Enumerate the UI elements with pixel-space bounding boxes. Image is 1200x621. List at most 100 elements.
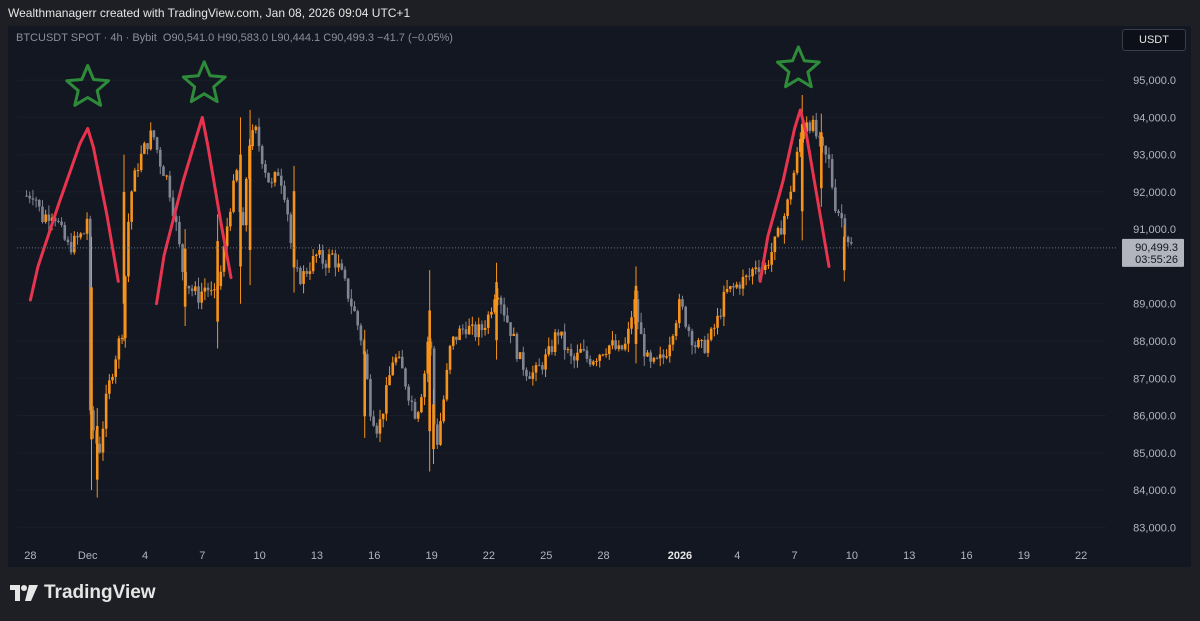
candle-body bbox=[187, 285, 191, 289]
candle-body bbox=[37, 199, 41, 207]
candle-body bbox=[776, 228, 780, 237]
candle-body bbox=[232, 180, 235, 212]
chart-panel[interactable]: 90,499.3 03:55:26 95,000.0 94,000.0 93,000.… bbox=[8, 26, 1191, 567]
last-price-badge bbox=[1122, 238, 1184, 267]
candle-body bbox=[623, 343, 627, 350]
candle-body bbox=[585, 350, 589, 359]
candle-body bbox=[225, 226, 229, 247]
candle-body bbox=[426, 341, 430, 374]
candle-body bbox=[506, 315, 509, 323]
candle-body bbox=[229, 211, 232, 227]
y-tick-label: 94,000.0 bbox=[1133, 112, 1176, 124]
candle-body bbox=[808, 122, 812, 131]
candle-spike-body bbox=[495, 282, 498, 341]
candle-body bbox=[76, 235, 79, 238]
x-tick-label: 19 bbox=[1018, 550, 1030, 562]
currency-button[interactable]: USDT bbox=[1122, 29, 1186, 51]
candle-spike-body bbox=[183, 248, 187, 307]
candle-body bbox=[709, 328, 713, 340]
candle-body bbox=[703, 339, 707, 353]
y-tick-label: 89,000.0 bbox=[1133, 299, 1176, 311]
x-tick-label: 4 bbox=[142, 550, 148, 562]
candle-body bbox=[678, 299, 681, 324]
candle-body bbox=[114, 359, 118, 377]
candle-body bbox=[541, 365, 544, 370]
candle-body bbox=[592, 361, 595, 365]
candle-body bbox=[267, 172, 270, 183]
candle-body bbox=[738, 284, 742, 289]
y-tick-label: 95,000.0 bbox=[1133, 75, 1176, 87]
candle-body bbox=[388, 375, 391, 386]
candle-body bbox=[241, 212, 245, 226]
candle-body bbox=[652, 357, 656, 362]
candle-body bbox=[378, 419, 382, 434]
candle-spike-body bbox=[216, 241, 219, 322]
grid-lines bbox=[17, 79, 1106, 528]
candle-body bbox=[779, 228, 783, 235]
candle-body bbox=[658, 354, 662, 359]
candle-spike-body bbox=[122, 191, 126, 304]
candle-body bbox=[324, 263, 328, 268]
candle-body bbox=[716, 315, 719, 328]
candle-body bbox=[499, 297, 503, 305]
candle-body bbox=[601, 354, 605, 356]
candle-body bbox=[445, 369, 449, 400]
candle-body bbox=[818, 136, 821, 138]
candle-body bbox=[840, 213, 844, 219]
candle-body bbox=[588, 358, 592, 365]
candle-body bbox=[439, 421, 442, 445]
candle-body bbox=[754, 267, 758, 270]
candle-body bbox=[41, 206, 44, 223]
price-chart[interactable]: 90,499.303:55:26 95,000.094,000.093,000.… bbox=[8, 26, 1191, 567]
candle-body bbox=[82, 233, 86, 235]
candle-body bbox=[560, 331, 563, 336]
candle-body bbox=[197, 286, 200, 303]
candle-body bbox=[73, 235, 76, 253]
candle-body bbox=[117, 338, 121, 360]
y-tick-label: 83,000.0 bbox=[1133, 522, 1176, 534]
candle-body bbox=[837, 211, 840, 214]
candle-body bbox=[57, 220, 60, 222]
candle-body bbox=[407, 386, 410, 401]
candle-body bbox=[123, 276, 127, 339]
candle-body bbox=[448, 345, 452, 370]
candle-body bbox=[31, 198, 35, 200]
candle-spike-body bbox=[842, 236, 846, 271]
star-icon bbox=[181, 60, 227, 104]
candle-body bbox=[827, 154, 831, 160]
star-icon bbox=[776, 45, 821, 89]
candle-body bbox=[25, 195, 28, 197]
candles bbox=[25, 95, 853, 498]
candle-spike-body bbox=[239, 154, 242, 267]
candle-body bbox=[318, 250, 321, 255]
candle-body bbox=[222, 246, 226, 272]
candle-body bbox=[346, 278, 350, 299]
candle-body bbox=[130, 191, 133, 222]
y-tick-label: 92,000.0 bbox=[1133, 187, 1176, 199]
candle-body bbox=[410, 400, 414, 402]
candle-body bbox=[190, 288, 194, 292]
candle-body bbox=[805, 122, 808, 132]
x-tick-label: 22 bbox=[1075, 550, 1087, 562]
open-label: O bbox=[162, 32, 172, 44]
candle-body bbox=[572, 356, 576, 361]
candle-body bbox=[353, 306, 356, 312]
candle-body bbox=[518, 352, 522, 360]
candle-body bbox=[770, 252, 773, 265]
x-tick-label: 10 bbox=[254, 550, 266, 562]
y-tick-label: 87,000.0 bbox=[1133, 373, 1176, 385]
x-tick-label: 28 bbox=[597, 550, 609, 562]
candle-body bbox=[690, 330, 694, 346]
candle-body bbox=[607, 345, 611, 355]
candle-body bbox=[490, 311, 493, 315]
candle-body bbox=[254, 126, 258, 131]
candle-body bbox=[305, 271, 309, 274]
candle-body bbox=[744, 275, 748, 277]
candle-body bbox=[687, 326, 691, 331]
x-tick-label: 22 bbox=[483, 550, 495, 562]
candle-spike-body bbox=[800, 124, 804, 212]
high-value: 90,583.0 bbox=[225, 32, 269, 44]
candle-spike-body bbox=[248, 144, 252, 251]
candle-body bbox=[824, 145, 828, 155]
x-tick-label: 10 bbox=[846, 550, 858, 562]
